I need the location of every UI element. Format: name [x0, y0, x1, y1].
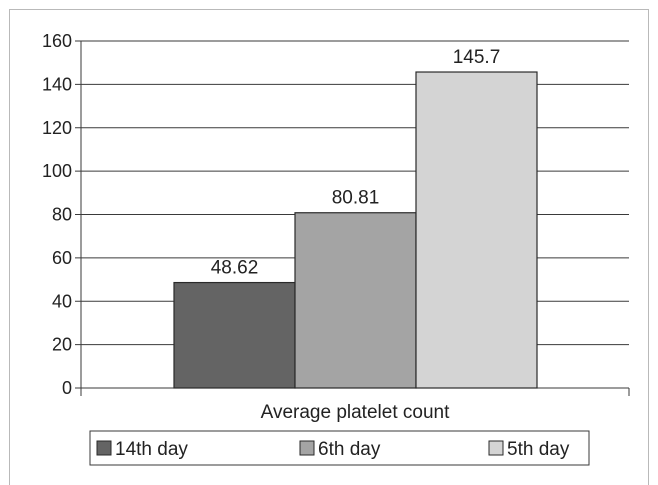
legend-box	[89, 430, 590, 466]
bar-5th-day	[415, 71, 538, 389]
data-label: 48.62	[211, 258, 259, 279]
bar-14th-day	[173, 281, 296, 389]
axes: 0 20 40 60 80 100 120 140 160	[42, 31, 630, 398]
y-tick-label: 140	[42, 74, 72, 94]
legend: 14th day 6th day 5th day	[89, 430, 590, 466]
bar-6th-day	[294, 212, 417, 389]
data-label: 80.81	[332, 188, 380, 209]
legend-label: 14th day	[115, 439, 188, 460]
y-tick-label: 120	[42, 118, 72, 138]
y-tick-label: 0	[62, 378, 72, 398]
data-labels: 48.62 80.81 145.7	[211, 47, 501, 279]
y-tick-label: 160	[42, 31, 72, 51]
legend-label: 5th day	[507, 439, 570, 460]
y-tick-label: 20	[52, 335, 72, 355]
y-tick-label: 100	[42, 161, 72, 181]
bars	[173, 71, 538, 389]
data-label: 145.7	[453, 47, 501, 68]
legend-swatch	[299, 440, 315, 456]
y-tick-label: 60	[52, 248, 72, 268]
legend-swatch	[488, 440, 504, 456]
legend-swatch	[96, 440, 112, 456]
y-tick-label: 80	[52, 205, 72, 225]
legend-label: 6th day	[318, 439, 381, 460]
y-tick-label: 40	[52, 291, 72, 311]
x-axis-title: Average platelet count	[261, 402, 450, 423]
